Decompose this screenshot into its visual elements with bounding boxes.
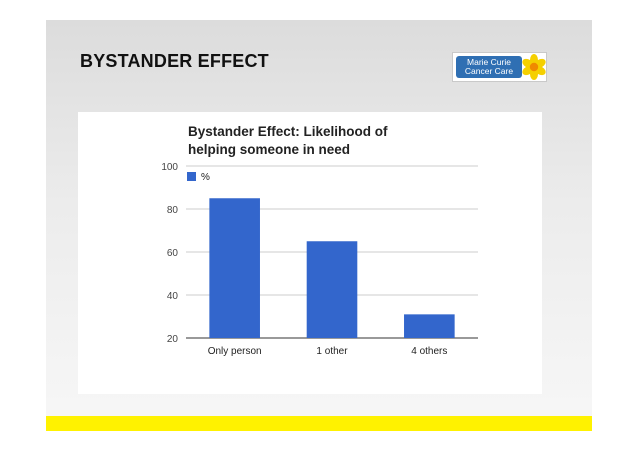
y-tick-label: 20 bbox=[167, 334, 179, 345]
slide-title: BYSTANDER EFFECT bbox=[80, 51, 269, 71]
logo-text-box: Marie Curie Cancer Care bbox=[456, 56, 522, 78]
x-tick-label: 1 other bbox=[316, 346, 348, 357]
y-tick-label: 60 bbox=[167, 248, 179, 259]
bars bbox=[209, 198, 455, 338]
bar bbox=[209, 198, 260, 338]
legend-label: % bbox=[201, 172, 210, 183]
axis-labels: 20 40 60 80 100 Only person 1 other 4 others bbox=[161, 162, 447, 357]
chart-title-line1: Bystander Effect: Likelihood of bbox=[188, 124, 388, 139]
marie-curie-logo: Marie Curie Cancer Care bbox=[452, 52, 547, 82]
bar-chart: Bystander Effect: Likelihood of helping … bbox=[161, 124, 478, 357]
legend-swatch bbox=[187, 172, 196, 181]
chart-panel: Bystander Effect: Likelihood of helping … bbox=[78, 112, 542, 394]
y-tick-label: 40 bbox=[167, 291, 179, 302]
logo-text-line1: Marie Curie bbox=[467, 57, 511, 67]
x-tick-label: Only person bbox=[208, 346, 262, 357]
bar bbox=[404, 314, 455, 338]
x-tick-label: 4 others bbox=[411, 346, 447, 357]
y-tick-label: 100 bbox=[161, 162, 178, 173]
footer-bar bbox=[46, 416, 592, 431]
chart-title-line2: helping someone in need bbox=[188, 142, 350, 157]
bar bbox=[306, 241, 358, 338]
legend: % bbox=[187, 172, 210, 183]
y-tick-label: 80 bbox=[167, 205, 179, 216]
daffodil-icon bbox=[522, 54, 546, 80]
slide: BYSTANDER EFFECT Marie Curie Cancer Care… bbox=[46, 20, 592, 431]
logo-text-line2: Cancer Care bbox=[464, 66, 514, 76]
